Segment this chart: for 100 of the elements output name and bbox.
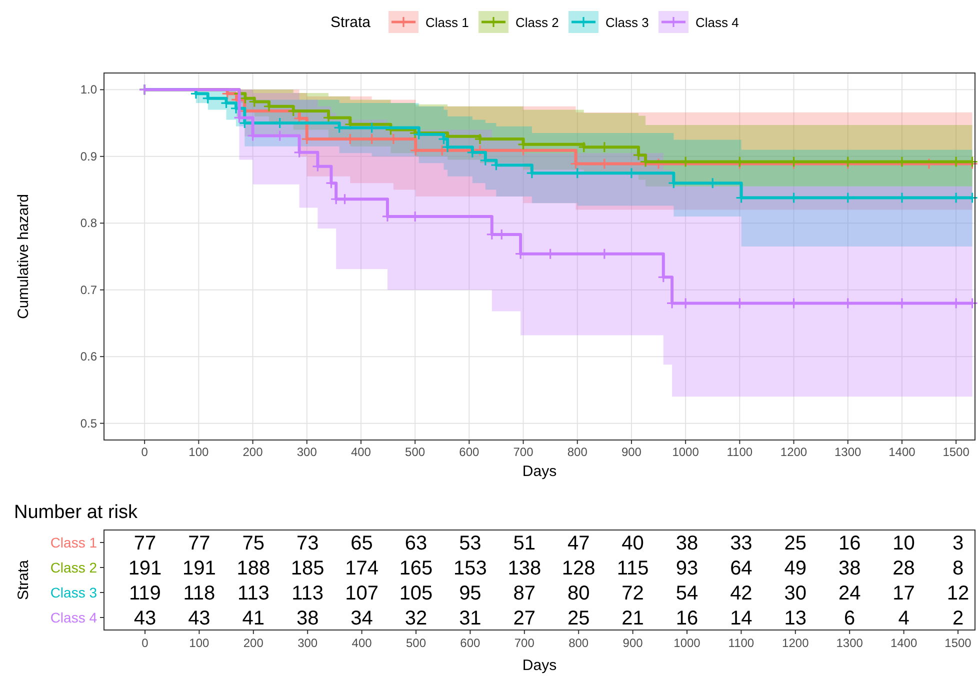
y-axis-title: Strata [15, 559, 32, 600]
x-tick-label: 1200 [780, 445, 808, 459]
data-label: 31 [459, 608, 482, 630]
x-tick-label: 1300 [836, 636, 864, 650]
data-label: 105 [399, 582, 433, 604]
data-label: 72 [622, 582, 644, 604]
data-label: 119 [129, 582, 161, 604]
y-tick-label: Class 4 [50, 610, 98, 626]
y-tick-label: 0.8 [80, 216, 98, 230]
x-tick-label: 800 [568, 636, 589, 650]
data-label: 115 [616, 558, 649, 580]
x-tick-label: 1100 [728, 636, 754, 650]
legend-label: Class 2 [516, 15, 559, 30]
y-tick-label: 0.5 [80, 416, 98, 430]
data-label: 13 [784, 608, 807, 630]
data-label: 165 [399, 558, 433, 580]
x-axis-title: Days [522, 463, 557, 480]
x-tick-label: 800 [567, 445, 588, 459]
data-label: 8 [952, 558, 964, 580]
data-label: 32 [404, 608, 428, 630]
data-label: 21 [622, 608, 644, 630]
x-tick-label: 1400 [888, 445, 916, 459]
data-label: 28 [892, 558, 915, 580]
data-label: 17 [892, 582, 915, 604]
data-label: 188 [236, 558, 270, 580]
x-tick-label: 1500 [944, 636, 972, 650]
data-label: 27 [513, 608, 536, 630]
x-tick-label: 1300 [834, 445, 862, 459]
data-label: 41 [242, 608, 265, 630]
x-tick-label: 500 [406, 636, 426, 650]
data-label: 77 [134, 532, 156, 554]
data-label: 113 [237, 582, 270, 604]
legend-label: Class 1 [426, 15, 469, 30]
x-tick-label: 1500 [942, 445, 970, 459]
x-tick-label: 700 [513, 445, 534, 459]
data-label: 14 [730, 608, 752, 630]
data-label: 40 [622, 532, 644, 554]
data-label: 87 [513, 582, 536, 604]
data-label: 128 [562, 558, 596, 580]
data-label: 138 [508, 558, 542, 580]
data-label: 38 [296, 608, 319, 630]
data-label: 80 [567, 582, 590, 604]
y-tick-label: 1.0 [80, 82, 98, 97]
data-label: 16 [676, 608, 698, 630]
x-tick-label: 600 [460, 636, 481, 650]
data-label: 174 [345, 558, 378, 580]
x-tick-label: 1000 [672, 445, 700, 459]
data-label: 42 [730, 582, 752, 604]
data-label: 12 [946, 582, 970, 604]
x-tick-label: 100 [188, 445, 210, 459]
y-tick-label: Class 2 [50, 560, 98, 576]
x-tick-label: 200 [242, 445, 264, 459]
y-tick-label: 0.9 [80, 149, 98, 164]
legend-title: Strata [330, 14, 372, 31]
data-label: 75 [242, 532, 265, 554]
x-tick-label: 0 [142, 636, 149, 650]
data-label: 33 [730, 532, 752, 554]
x-tick-label: 1000 [674, 636, 701, 650]
x-tick-label: 600 [459, 445, 480, 459]
data-label: 95 [459, 582, 482, 604]
data-label: 77 [188, 532, 210, 554]
data-label: 53 [459, 532, 482, 554]
data-label: 25 [567, 608, 590, 630]
data-label: 30 [784, 582, 807, 604]
data-label: 63 [404, 532, 428, 554]
y-tick-label: Class 1 [50, 534, 98, 550]
data-label: 38 [838, 558, 861, 580]
x-tick-label: 300 [298, 636, 318, 650]
data-label: 64 [730, 558, 752, 580]
data-label: 113 [292, 582, 324, 604]
x-tick-label: 1400 [890, 636, 918, 650]
legend-label: Class 3 [606, 15, 649, 30]
data-label: 16 [838, 532, 861, 554]
data-label: 118 [183, 582, 216, 604]
data-label: 25 [784, 532, 807, 554]
data-label: 6 [844, 608, 856, 630]
data-label: 2 [952, 608, 964, 630]
data-label: 191 [128, 558, 162, 580]
x-tick-label: 400 [352, 636, 372, 650]
data-label: 34 [350, 608, 373, 630]
data-label: 73 [296, 532, 319, 554]
data-label: 153 [454, 558, 487, 580]
data-label: 47 [567, 532, 590, 554]
data-label: 54 [676, 582, 698, 604]
data-label: 24 [838, 582, 861, 604]
data-label: 4 [898, 608, 910, 630]
x-tick-label: 500 [405, 445, 426, 459]
y-axis-title: Cumulative hazard [15, 194, 32, 320]
legend-label: Class 4 [696, 15, 739, 30]
data-label: 43 [188, 608, 210, 630]
data-label: 191 [182, 558, 216, 580]
data-label: 3 [952, 532, 964, 554]
data-label: 43 [134, 608, 156, 630]
x-tick-label: 0 [141, 445, 148, 459]
x-tick-label: 900 [622, 636, 644, 650]
x-tick-label: 900 [621, 445, 642, 459]
x-axis-title: Days [522, 657, 557, 674]
data-label: 49 [784, 558, 807, 580]
data-label: 185 [290, 558, 324, 580]
data-label: 107 [345, 582, 378, 604]
